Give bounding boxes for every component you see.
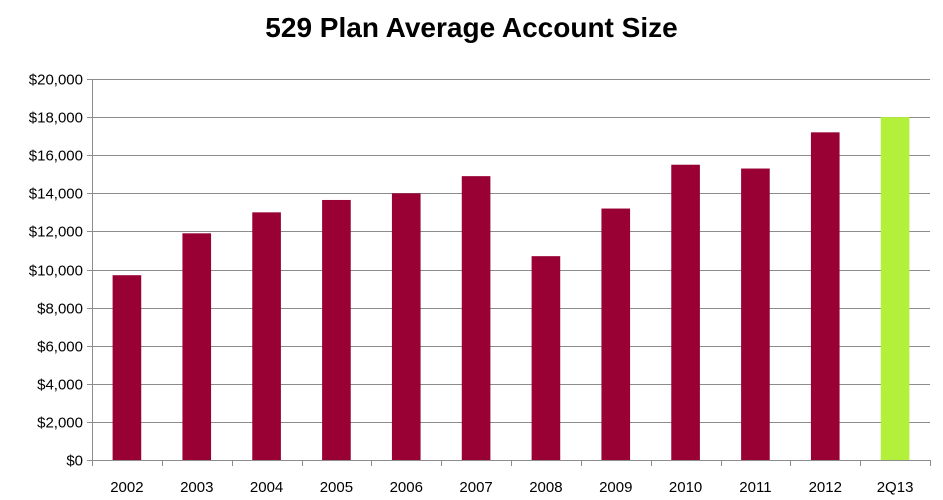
- chart-title: 529 Plan Average Account Size: [265, 12, 678, 43]
- bar-2004: [252, 212, 281, 460]
- x-tick-label: 2009: [599, 479, 632, 496]
- y-tick-label: $4,000: [37, 377, 83, 394]
- bar-2012: [810, 132, 840, 460]
- y-tick-label: $12,000: [29, 224, 83, 241]
- x-tick-label: 2Q13: [877, 479, 914, 496]
- y-tick-label: $10,000: [29, 263, 83, 280]
- y-tick-labels: $0 $2,000 $4,000 $6,000 $8,000 $10,000 $12,000…: [29, 72, 83, 470]
- x-tick-label: 2012: [809, 479, 842, 496]
- y-tick-label: $18,000: [29, 110, 83, 127]
- x-tick-label: 2010: [669, 479, 702, 496]
- axes: [92, 79, 931, 466]
- bar-2Q13: [880, 117, 910, 460]
- x-tick-label: 2006: [390, 479, 423, 496]
- bar-2009: [601, 208, 631, 460]
- y-tick-label: $14,000: [29, 186, 83, 203]
- y-tick-label: $0: [66, 453, 83, 470]
- bar-2005: [322, 199, 351, 460]
- bars: [112, 117, 910, 461]
- x-tick-label: 2004: [250, 479, 283, 496]
- x-tick-label: 2005: [320, 479, 353, 496]
- x-tick-label: 2008: [529, 479, 562, 496]
- bar-2008: [531, 256, 561, 460]
- gridlines: [87, 79, 930, 461]
- x-tick-label: 2007: [459, 479, 492, 496]
- x-tick-label: 2011: [739, 479, 771, 496]
- y-tick-label: $16,000: [29, 148, 83, 165]
- bar-2007: [461, 176, 491, 460]
- bar-2002: [112, 275, 142, 460]
- y-tick-label: $8,000: [37, 301, 83, 318]
- x-tick-label: 2003: [180, 479, 213, 496]
- y-tick-label: $2,000: [37, 415, 83, 432]
- x-tick-label: 2002: [110, 479, 143, 496]
- y-tick-label: $6,000: [37, 339, 83, 356]
- x-tick-labels: 2002 2003 2004 2005 2006 2007 2008 2009 2010 2011…: [110, 479, 913, 496]
- bar-2010: [671, 164, 700, 460]
- y-tick-label: $20,000: [29, 72, 83, 89]
- bar-2003: [182, 233, 212, 460]
- bar-2006: [391, 193, 421, 461]
- bar-2011: [741, 168, 770, 460]
